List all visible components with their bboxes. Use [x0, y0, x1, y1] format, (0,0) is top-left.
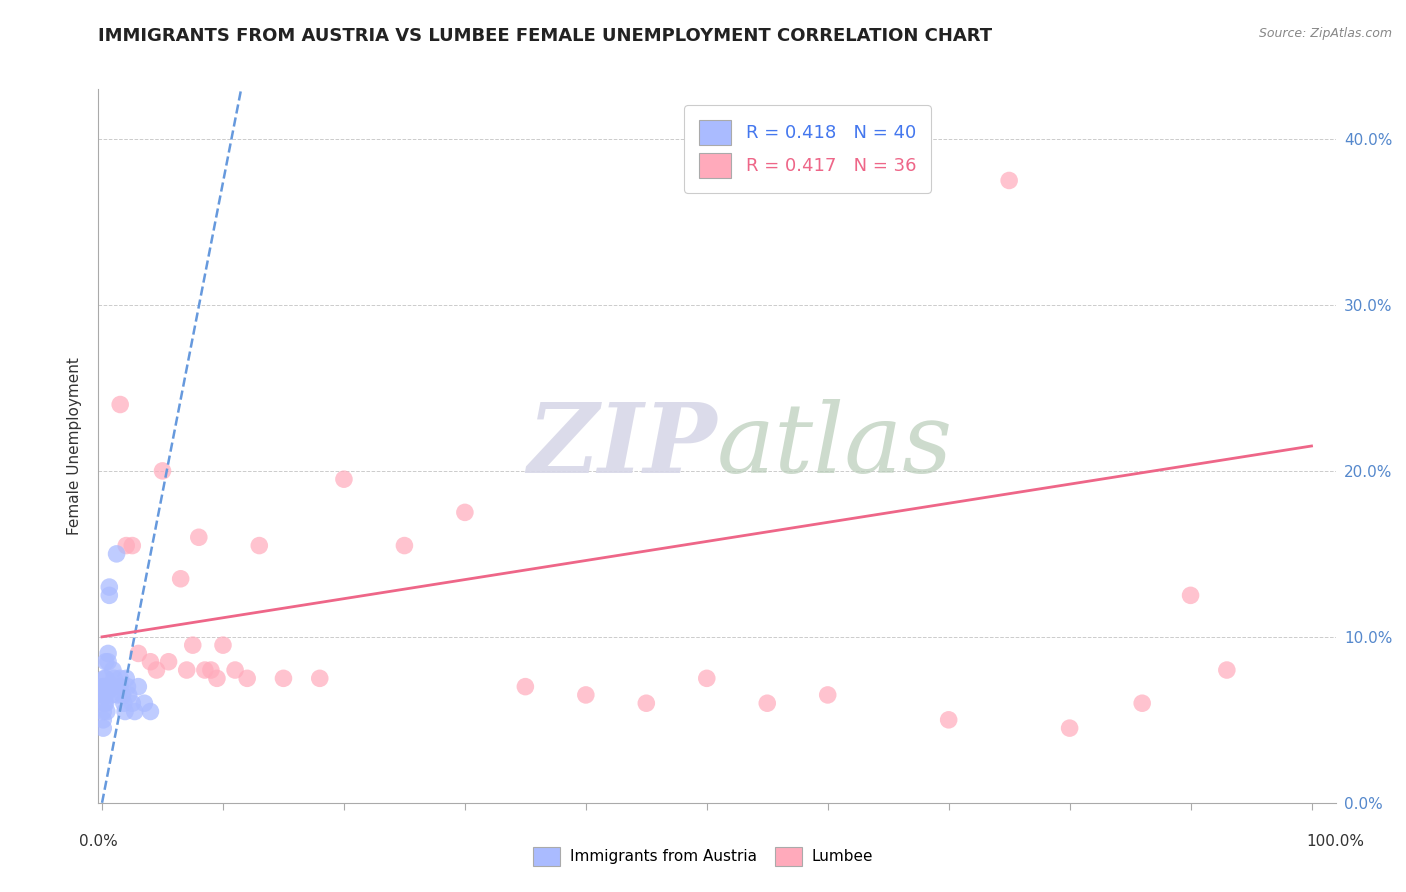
Point [91, 721, 114, 735]
Point [93, 671, 115, 685]
Point [93, 680, 115, 694]
Point [117, 680, 139, 694]
Point [212, 638, 235, 652]
Point [115, 539, 138, 553]
Point [308, 671, 330, 685]
Point [998, 173, 1021, 187]
Point [93, 688, 115, 702]
Point [636, 696, 658, 710]
Point [121, 539, 143, 553]
Point [111, 688, 134, 702]
Point [91, 680, 114, 694]
Point [134, 696, 156, 710]
Point [94, 671, 117, 685]
Point [108, 671, 131, 685]
Point [938, 713, 960, 727]
Point [118, 688, 141, 702]
Point [100, 688, 122, 702]
Point [124, 705, 146, 719]
Point [394, 539, 416, 553]
Point [94, 696, 117, 710]
Point [756, 696, 779, 710]
Point [575, 688, 598, 702]
Point [333, 472, 356, 486]
Point [200, 663, 222, 677]
Point [97, 655, 120, 669]
Legend: Immigrants from Austria, Lumbee: Immigrants from Austria, Lumbee [527, 841, 879, 871]
Point [108, 680, 131, 694]
Point [107, 688, 129, 702]
Point [236, 671, 259, 685]
Point [152, 464, 174, 478]
Point [194, 663, 217, 677]
Point [94, 655, 117, 669]
Point [96, 705, 118, 719]
Point [224, 663, 246, 677]
Point [114, 705, 136, 719]
Point [205, 671, 228, 685]
Point [112, 696, 135, 710]
Point [91, 705, 114, 719]
Point [145, 663, 167, 677]
Point [103, 680, 125, 694]
Point [187, 530, 209, 544]
Point [157, 655, 180, 669]
Point [176, 663, 198, 677]
Text: IMMIGRANTS FROM AUSTRIA VS LUMBEE FEMALE UNEMPLOYMENT CORRELATION CHART: IMMIGRANTS FROM AUSTRIA VS LUMBEE FEMALE… [98, 27, 993, 45]
Text: Source: ZipAtlas.com: Source: ZipAtlas.com [1258, 27, 1392, 40]
Point [98, 588, 121, 602]
Point [91, 713, 114, 727]
Point [91, 688, 114, 702]
Point [101, 663, 124, 677]
Point [115, 671, 138, 685]
Point [454, 505, 477, 519]
Point [96, 680, 118, 694]
Point [94, 680, 117, 694]
Point [97, 647, 120, 661]
Point [1130, 696, 1153, 710]
Point [181, 638, 204, 652]
Point [1180, 588, 1202, 602]
Point [108, 397, 131, 411]
Point [1216, 663, 1239, 677]
Point [93, 696, 115, 710]
Point [817, 688, 839, 702]
Text: 100.0%: 100.0% [1306, 834, 1365, 849]
Point [98, 580, 121, 594]
Point [139, 655, 162, 669]
Point [94, 688, 117, 702]
Legend: R = 0.418   N = 40, R = 0.417   N = 36: R = 0.418 N = 40, R = 0.417 N = 36 [685, 105, 931, 193]
Point [103, 671, 125, 685]
Point [696, 671, 718, 685]
Text: 0.0%: 0.0% [79, 834, 118, 849]
Point [105, 547, 128, 561]
Text: ZIP: ZIP [527, 399, 717, 493]
Point [127, 680, 149, 694]
Point [273, 671, 295, 685]
Point [247, 539, 270, 553]
Y-axis label: Female Unemployment: Female Unemployment [67, 357, 83, 535]
Point [1059, 721, 1081, 735]
Text: atlas: atlas [717, 399, 953, 493]
Point [515, 680, 537, 694]
Point [121, 696, 143, 710]
Point [139, 705, 162, 719]
Point [127, 647, 149, 661]
Point [100, 680, 122, 694]
Point [169, 572, 191, 586]
